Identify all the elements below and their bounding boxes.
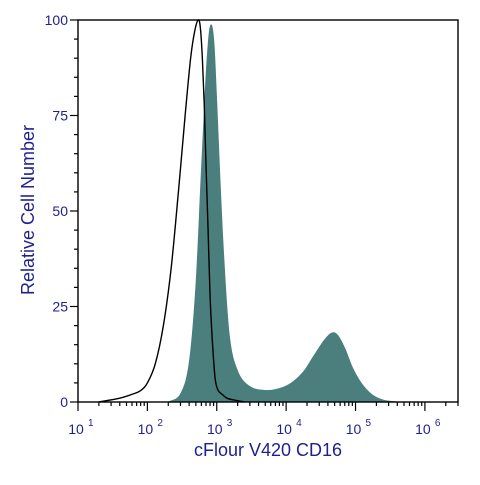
x-tick-label: 10 xyxy=(68,421,84,437)
x-tick-label: 10 xyxy=(346,421,362,437)
x-tick-exponent: 1 xyxy=(88,418,94,429)
x-tick-exponent: 3 xyxy=(227,418,233,429)
y-tick-label: 0 xyxy=(60,394,68,410)
y-tick-label: 50 xyxy=(52,203,68,219)
plot-frame xyxy=(77,19,459,403)
x-tick-label: 10 xyxy=(415,421,431,437)
x-tick-exponent: 2 xyxy=(157,418,163,429)
x-tick-exponent: 5 xyxy=(366,418,372,429)
x-axis-title: cFlour V420 CD16 xyxy=(194,440,342,460)
y-axis-title: Relative Cell Number xyxy=(18,125,38,295)
x-tick-exponent: 6 xyxy=(435,418,441,429)
y-tick-label: 25 xyxy=(52,299,68,315)
series-layer xyxy=(98,19,398,403)
x-tick-exponent: 4 xyxy=(296,418,302,429)
y-tick-label: 100 xyxy=(45,12,69,28)
x-tick-label: 10 xyxy=(276,421,292,437)
series-0-filled-histogram xyxy=(166,24,398,403)
y-tick-label: 75 xyxy=(52,108,68,124)
x-tick-label: 10 xyxy=(138,421,154,437)
x-tick-label: 10 xyxy=(207,421,223,437)
series-1-outline-histogram xyxy=(98,19,245,403)
